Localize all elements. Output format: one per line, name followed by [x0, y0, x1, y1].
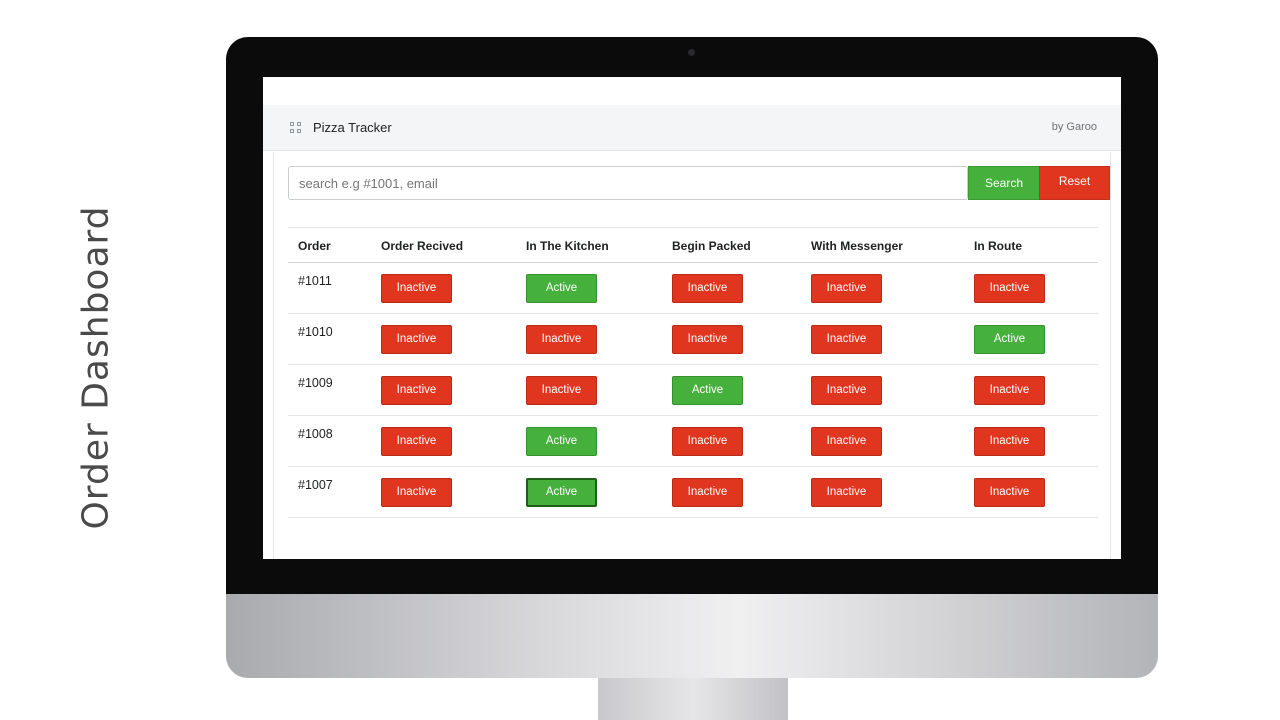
search-input[interactable] — [288, 166, 968, 200]
reset-button[interactable]: Reset — [1039, 166, 1110, 200]
app-title: Pizza Tracker — [313, 120, 392, 135]
status-button[interactable]: Inactive — [672, 325, 743, 354]
status-button[interactable]: Inactive — [672, 274, 743, 303]
search-button[interactable]: Search — [968, 166, 1040, 200]
status-button[interactable]: Inactive — [672, 427, 743, 456]
status-button[interactable]: Inactive — [811, 274, 882, 303]
table-header: Order Order Recived In The Kitchen Begin… — [288, 227, 1098, 263]
camera-icon — [688, 49, 695, 56]
table-row: #1007 Inactive Active Inactive Inactive … — [288, 467, 1098, 518]
header-order: Order — [298, 239, 331, 253]
status-button[interactable]: Inactive — [672, 478, 743, 507]
order-id: #1007 — [298, 478, 333, 492]
monitor-screen: Pizza Tracker by Garoo Search Reset Orde… — [263, 77, 1121, 559]
status-button[interactable]: Active — [974, 325, 1045, 354]
status-button[interactable]: Inactive — [381, 478, 452, 507]
order-id: #1009 — [298, 376, 333, 390]
status-button[interactable]: Inactive — [974, 427, 1045, 456]
status-button[interactable]: Inactive — [974, 478, 1045, 507]
apps-grid-icon — [290, 122, 302, 134]
monitor-stand — [598, 676, 788, 720]
monitor-chin — [226, 592, 1158, 678]
status-button[interactable]: Active — [526, 478, 597, 507]
status-button[interactable]: Inactive — [811, 376, 882, 405]
order-card: Search Reset Order Order Recived In The … — [273, 152, 1111, 559]
header-with-messenger: With Messenger — [811, 239, 903, 253]
status-button[interactable]: Inactive — [381, 427, 452, 456]
status-button[interactable]: Active — [672, 376, 743, 405]
status-button[interactable]: Inactive — [381, 325, 452, 354]
status-button[interactable]: Inactive — [811, 427, 882, 456]
table-row: #1010 Inactive Inactive Inactive Inactiv… — [288, 314, 1098, 365]
orders-table: Order Order Recived In The Kitchen Begin… — [288, 227, 1098, 518]
status-button[interactable]: Inactive — [974, 274, 1045, 303]
status-button[interactable]: Inactive — [526, 376, 597, 405]
status-button[interactable]: Inactive — [811, 325, 882, 354]
status-button[interactable]: Active — [526, 274, 597, 303]
header-order-received: Order Recived — [381, 239, 464, 253]
table-row: #1011 Inactive Active Inactive Inactive … — [288, 263, 1098, 314]
app-header: Pizza Tracker by Garoo — [263, 105, 1121, 151]
header-in-kitchen: In The Kitchen — [526, 239, 609, 253]
order-id: #1008 — [298, 427, 333, 441]
app-author: by Garoo — [1051, 121, 1097, 133]
order-id: #1011 — [298, 274, 332, 288]
table-row: #1008 Inactive Active Inactive Inactive … — [288, 416, 1098, 467]
status-button[interactable]: Active — [526, 427, 597, 456]
status-button[interactable]: Inactive — [381, 274, 452, 303]
order-id: #1010 — [298, 325, 333, 339]
header-begin-packed: Begin Packed — [672, 239, 751, 253]
side-title: Order Dashboard — [76, 205, 117, 529]
status-button[interactable]: Inactive — [811, 478, 882, 507]
table-row: #1009 Inactive Inactive Active Inactive … — [288, 365, 1098, 416]
status-button[interactable]: Inactive — [526, 325, 597, 354]
status-button[interactable]: Inactive — [974, 376, 1045, 405]
header-in-route: In Route — [974, 239, 1022, 253]
status-button[interactable]: Inactive — [381, 376, 452, 405]
side-title-text: Order Dashboard — [75, 204, 117, 530]
